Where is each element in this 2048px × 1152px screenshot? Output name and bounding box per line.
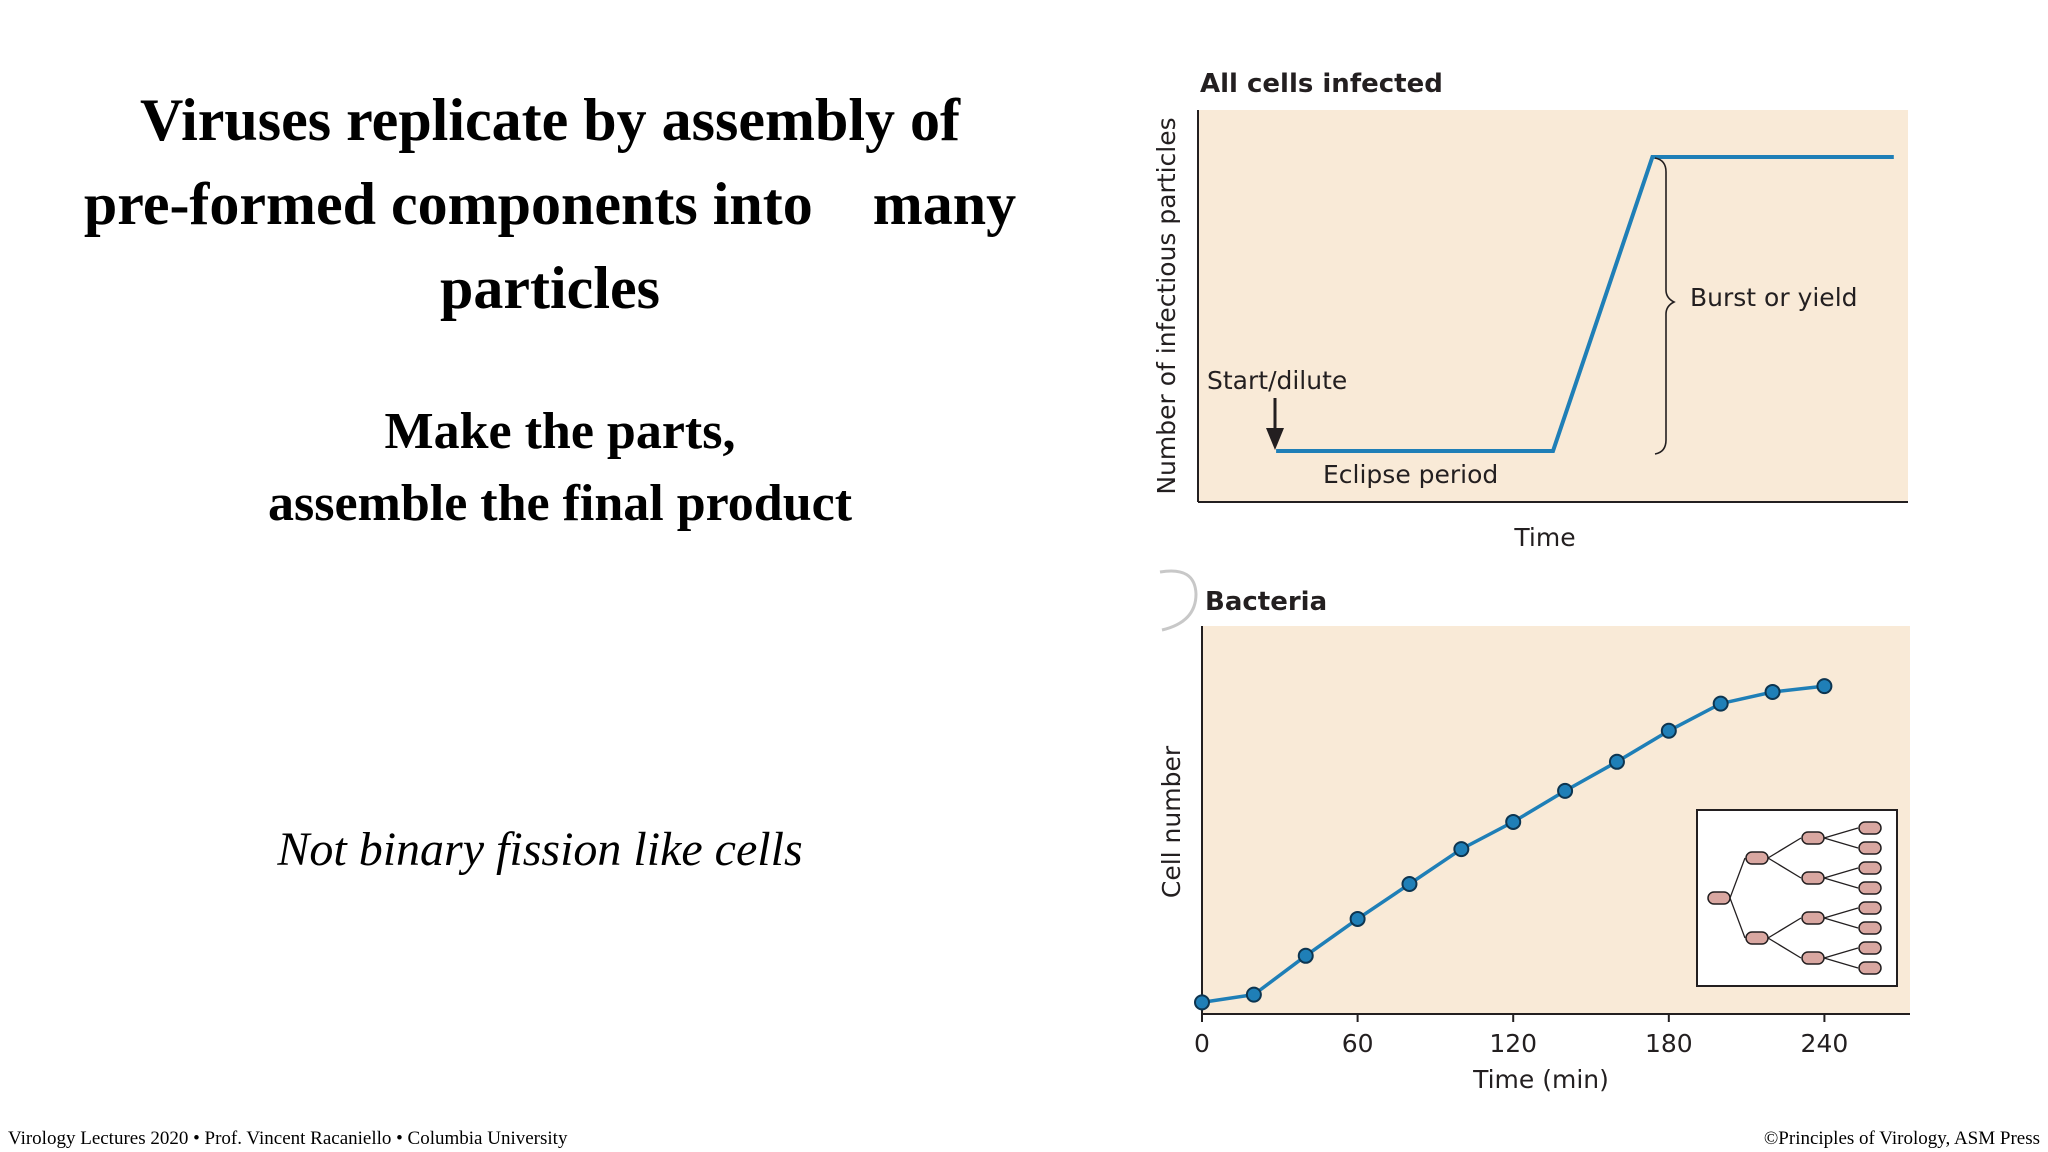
infection-series-line <box>1276 155 1894 453</box>
inset-arrow <box>1729 897 1746 939</box>
data-point <box>1764 683 1781 700</box>
inset-arrow <box>1823 917 1859 929</box>
footer-credit: Virology Lectures 2020 • Prof. Vincent R… <box>8 1128 568 1149</box>
burst-yield-label: Burst or yield <box>1690 283 1858 312</box>
inset-cell <box>1858 901 1882 915</box>
burst-bracket <box>1654 157 1676 455</box>
data-point <box>1608 753 1625 770</box>
data-point <box>1816 678 1833 695</box>
inset-arrow <box>1823 957 1859 969</box>
eclipse-period-label: Eclipse period <box>1323 460 1498 489</box>
inset-cell <box>1801 951 1825 965</box>
inset-cell <box>1858 861 1882 875</box>
x-tick-label: 60 <box>1342 1029 1374 1058</box>
inset-cell <box>1801 831 1825 845</box>
infection-chart: All cells infected Time Number of infect… <box>1152 69 1908 552</box>
inset-arrow <box>1729 857 1746 899</box>
data-point <box>1245 986 1262 1003</box>
page-curl-decoration <box>1159 569 1198 632</box>
slide-subtitle-line-2: assemble the final product <box>267 475 853 532</box>
inset-cell <box>1858 821 1882 835</box>
data-point <box>1660 722 1677 739</box>
data-point <box>1401 876 1418 893</box>
inset-arrow <box>1767 937 1802 959</box>
start-dilute-arrow <box>1266 398 1284 450</box>
inset-arrow <box>1823 827 1859 839</box>
slide-title-line-3: particles <box>440 255 660 321</box>
inset-arrow <box>1823 947 1859 959</box>
inset-arrow <box>1767 917 1802 939</box>
inset-cell <box>1801 911 1825 925</box>
bacteria-chart-title: Bacteria <box>1205 587 1327 617</box>
binary-fission-inset <box>1696 809 1898 987</box>
x-tick-label: 240 <box>1801 1029 1849 1058</box>
bacteria-x-ticks: 0 60 120 180 240 <box>1194 1014 1848 1058</box>
x-tick-label: 120 <box>1489 1029 1537 1058</box>
data-point <box>1194 994 1210 1011</box>
inset-arrow <box>1823 837 1859 849</box>
data-point <box>1557 782 1574 799</box>
inset-cell <box>1801 871 1825 885</box>
data-point <box>1297 947 1314 964</box>
inset-cell <box>1745 931 1769 945</box>
bacteria-chart: Bacteria Time (min) Cell number 0 60 120 18… <box>1157 569 1910 1094</box>
x-tick-label: 0 <box>1194 1029 1210 1058</box>
bacteria-y-label: Cell number <box>1157 745 1186 898</box>
data-point <box>1453 841 1470 858</box>
infection-x-label: Time <box>1513 523 1575 552</box>
inset-cell <box>1858 841 1882 855</box>
slide-subtitle-line-1: Make the parts, <box>384 403 736 460</box>
slide-title-line-1: Viruses replicate by assembly of <box>140 87 960 153</box>
data-point <box>1712 695 1729 712</box>
footer-copyright: ©Principles of Virology, ASM Press <box>1763 1128 2040 1149</box>
infection-y-label: Number of infectious particles <box>1152 117 1181 494</box>
data-point <box>1349 910 1366 927</box>
bacteria-series-points <box>1194 678 1833 1011</box>
inset-cell <box>1858 881 1882 895</box>
inset-cell <box>1858 921 1882 935</box>
bacteria-x-label: Time (min) <box>1472 1065 1609 1094</box>
infection-chart-title: All cells infected <box>1200 69 1443 99</box>
inset-arrow <box>1767 837 1802 859</box>
inset-arrow <box>1823 907 1859 919</box>
inset-arrow <box>1823 867 1859 879</box>
inset-arrow <box>1767 857 1802 879</box>
slide-subtitle: Make the parts, assemble the final produ… <box>180 396 940 540</box>
inset-tree <box>1707 821 1882 975</box>
inset-cell <box>1707 891 1731 905</box>
data-point <box>1505 813 1522 830</box>
x-tick-label: 180 <box>1645 1029 1693 1058</box>
start-dilute-label: Start/dilute <box>1207 366 1347 395</box>
inset-cell <box>1858 961 1882 975</box>
inset-cell <box>1745 851 1769 865</box>
inset-arrow <box>1823 877 1859 889</box>
slide-note: Not binary fission like cells <box>277 823 803 876</box>
inset-cell <box>1858 941 1882 955</box>
slide-title: Viruses replicate by assembly of pre-for… <box>40 78 1060 330</box>
infection-plot-background <box>1198 110 1908 502</box>
slide-title-line-2: pre-formed components into many <box>83 171 1017 237</box>
